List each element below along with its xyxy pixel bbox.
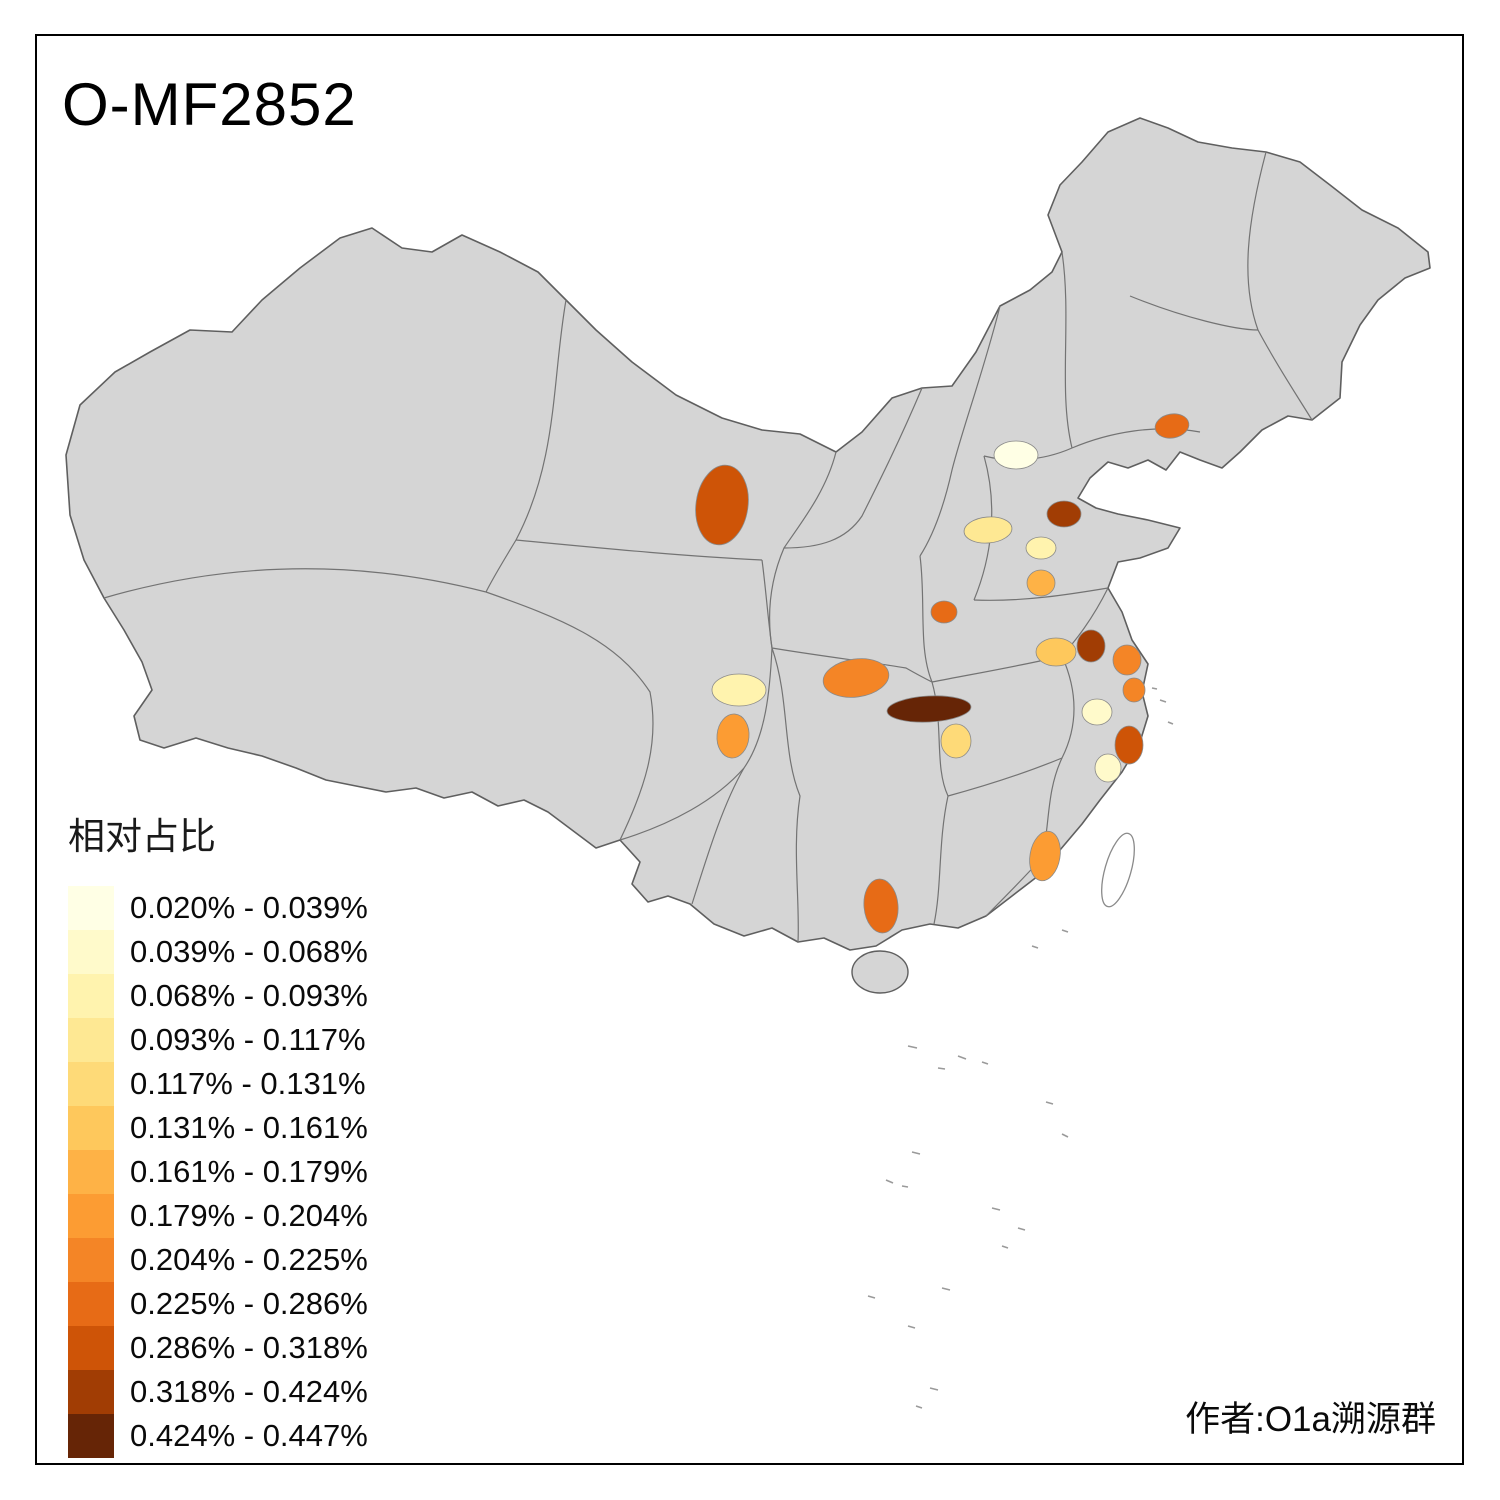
province-borders bbox=[103, 151, 1313, 943]
legend-swatch bbox=[68, 886, 114, 930]
legend-rows: 0.020% - 0.039% 0.039% - 0.068% 0.068% - 0… bbox=[68, 886, 368, 1458]
legend-row: 0.318% - 0.424% bbox=[68, 1370, 368, 1414]
legend-row: 0.020% - 0.039% bbox=[68, 886, 368, 930]
map-region bbox=[1026, 569, 1056, 597]
map-region bbox=[1029, 830, 1061, 882]
legend-label: 0.179% - 0.204% bbox=[130, 1198, 368, 1233]
map-region bbox=[963, 516, 1013, 544]
map-region bbox=[716, 713, 750, 759]
legend-swatch bbox=[68, 1018, 114, 1062]
map-region bbox=[1081, 698, 1113, 726]
legend-row: 0.117% - 0.131% bbox=[68, 1062, 368, 1106]
legend-row: 0.204% - 0.225% bbox=[68, 1238, 368, 1282]
map-region bbox=[886, 695, 972, 723]
map-region bbox=[1114, 725, 1144, 765]
legend-row: 0.039% - 0.068% bbox=[68, 930, 368, 974]
legend-swatch bbox=[68, 1194, 114, 1238]
map-region bbox=[930, 600, 958, 624]
map-region bbox=[1046, 500, 1082, 528]
country-outline bbox=[65, 117, 1431, 951]
map-regions bbox=[695, 413, 1190, 934]
legend-label: 0.318% - 0.424% bbox=[130, 1374, 368, 1409]
legend: 相对占比 0.020% - 0.039% 0.039% - 0.068% 0.068… bbox=[68, 806, 368, 1458]
legend-swatch bbox=[68, 930, 114, 974]
map-region bbox=[1094, 753, 1122, 783]
legend-label: 0.204% - 0.225% bbox=[130, 1242, 368, 1277]
map-region bbox=[940, 723, 972, 759]
legend-swatch bbox=[68, 1150, 114, 1194]
legend-swatch bbox=[68, 1282, 114, 1326]
author-credit: 作者:O1a溯源群 bbox=[1185, 1400, 1436, 1439]
legend-label: 0.039% - 0.068% bbox=[130, 934, 368, 969]
legend-swatch bbox=[68, 1414, 114, 1458]
legend-label: 0.020% - 0.039% bbox=[130, 890, 368, 925]
legend-label: 0.131% - 0.161% bbox=[130, 1110, 368, 1145]
page-title: O-MF2852 bbox=[62, 71, 357, 138]
map-region bbox=[1035, 637, 1077, 667]
map-region bbox=[1154, 413, 1190, 439]
legend-label: 0.424% - 0.447% bbox=[130, 1418, 368, 1453]
sea-islands bbox=[867, 687, 1174, 1409]
legend-swatch bbox=[68, 974, 114, 1018]
legend-label: 0.225% - 0.286% bbox=[130, 1286, 368, 1321]
map-region bbox=[711, 673, 767, 707]
map-region bbox=[1025, 536, 1057, 560]
map-region bbox=[822, 658, 890, 698]
legend-row: 0.068% - 0.093% bbox=[68, 974, 368, 1018]
legend-row: 0.424% - 0.447% bbox=[68, 1414, 368, 1458]
legend-label: 0.286% - 0.318% bbox=[130, 1330, 368, 1365]
legend-swatch bbox=[68, 1370, 114, 1414]
legend-swatch bbox=[68, 1106, 114, 1150]
map-region bbox=[1112, 644, 1142, 676]
map-region bbox=[993, 440, 1039, 470]
map-region bbox=[1122, 677, 1146, 703]
legend-row: 0.093% - 0.117% bbox=[68, 1018, 368, 1062]
map-region bbox=[1076, 629, 1106, 663]
legend-label: 0.117% - 0.131% bbox=[130, 1066, 366, 1101]
legend-row: 0.131% - 0.161% bbox=[68, 1106, 368, 1150]
map-region bbox=[695, 464, 749, 546]
legend-label: 0.161% - 0.179% bbox=[130, 1154, 368, 1189]
legend-row: 0.286% - 0.318% bbox=[68, 1326, 368, 1370]
hainan-island bbox=[851, 950, 909, 994]
legend-swatch bbox=[68, 1238, 114, 1282]
legend-label: 0.093% - 0.117% bbox=[130, 1022, 366, 1057]
legend-row: 0.179% - 0.204% bbox=[68, 1194, 368, 1238]
legend-label: 0.068% - 0.093% bbox=[130, 978, 368, 1013]
legend-title: 相对占比 bbox=[68, 816, 216, 857]
legend-row: 0.161% - 0.179% bbox=[68, 1150, 368, 1194]
map-region bbox=[863, 878, 899, 934]
taiwan-island bbox=[1101, 832, 1135, 908]
legend-swatch bbox=[68, 1062, 114, 1106]
legend-swatch bbox=[68, 1326, 114, 1370]
legend-row: 0.225% - 0.286% bbox=[68, 1282, 368, 1326]
